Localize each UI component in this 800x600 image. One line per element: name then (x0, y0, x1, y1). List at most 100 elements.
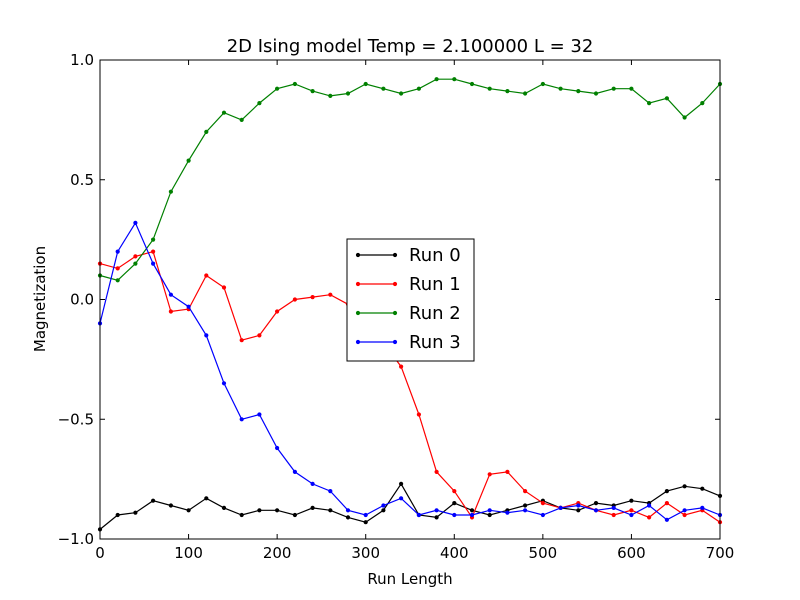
legend-item-3: Run 3 (355, 332, 461, 353)
data-point (133, 261, 138, 266)
series-line (99, 221, 721, 521)
data-point (682, 484, 687, 489)
series-line (99, 78, 721, 281)
data-point (399, 91, 404, 96)
data-point (611, 505, 616, 510)
data-point (133, 220, 138, 225)
data-point (487, 86, 492, 91)
data-point (540, 501, 546, 506)
legend-swatch-marker (392, 310, 398, 316)
data-point (292, 297, 297, 302)
data-point (629, 508, 634, 513)
data-point (416, 86, 421, 91)
data-point (239, 338, 244, 343)
data-point (328, 489, 333, 494)
legend-swatch-marker (392, 281, 398, 287)
data-point (629, 86, 634, 91)
data-point (115, 266, 120, 271)
data-point (221, 381, 227, 386)
data-point (452, 489, 457, 494)
data-point (292, 512, 297, 518)
data-point (239, 117, 244, 122)
data-point (647, 515, 652, 520)
data-point (647, 503, 652, 508)
data-point (257, 508, 262, 513)
data-point (257, 333, 262, 338)
series-line (99, 250, 721, 523)
data-point (186, 158, 191, 163)
data-point (239, 512, 244, 518)
data-point (416, 512, 421, 518)
data-point (469, 512, 475, 518)
data-point (416, 412, 421, 417)
data-point (151, 498, 156, 503)
data-point (523, 503, 528, 508)
data-point (611, 86, 616, 91)
data-point (292, 469, 297, 474)
data-point (310, 295, 315, 300)
data-point (204, 129, 209, 134)
data-point (434, 77, 439, 82)
data-point (221, 110, 227, 115)
data-point (452, 512, 457, 518)
data-point (345, 91, 351, 96)
data-point (700, 486, 705, 491)
data-point (345, 515, 351, 520)
legend: Run 0 Run 1 Run 2 Run 3 (346, 238, 475, 362)
data-point (151, 237, 156, 242)
data-point (452, 77, 457, 82)
data-point (576, 89, 581, 94)
x-tick-label: 700 (706, 544, 735, 562)
data-point (469, 81, 475, 87)
data-point (328, 508, 333, 513)
data-point (399, 481, 404, 486)
data-point (558, 505, 563, 510)
data-point (611, 512, 616, 518)
data-point (682, 508, 687, 513)
data-point (700, 101, 705, 106)
data-point (664, 96, 670, 101)
data-point (399, 496, 404, 501)
data-point (381, 86, 386, 91)
data-point (682, 115, 687, 120)
data-point (257, 101, 262, 106)
y-tick-label: −0.5 (58, 410, 94, 428)
data-point (487, 512, 492, 518)
data-point (168, 292, 173, 297)
data-point (576, 508, 581, 513)
series-3 (97, 220, 723, 522)
y-tick-label: 0.5 (70, 171, 94, 189)
data-point (629, 498, 634, 503)
data-point (523, 91, 528, 96)
x-tick-label: 100 (174, 544, 203, 562)
data-point (505, 510, 510, 515)
data-point (275, 508, 280, 513)
data-point (363, 81, 368, 87)
data-point (593, 91, 599, 96)
data-point (275, 309, 280, 314)
data-point (204, 273, 209, 278)
data-point (310, 481, 315, 486)
legend-label: Run 2 (409, 303, 461, 324)
data-point (487, 472, 492, 477)
legend-swatch-marker (355, 252, 361, 258)
legend-swatch-marker (355, 281, 361, 287)
data-point (540, 81, 546, 87)
y-tick-label: 1.0 (70, 51, 94, 69)
data-point (186, 304, 191, 309)
data-point (558, 86, 563, 91)
data-point (168, 309, 173, 314)
data-point (151, 249, 156, 254)
y-axis-label: Magnetization (31, 246, 49, 352)
data-point (133, 254, 138, 259)
data-point (221, 285, 227, 290)
chart-title: 2D Ising model Temp = 2.100000 L = 32 (227, 36, 594, 57)
plot-frame (99, 59, 721, 540)
data-point (434, 469, 439, 474)
data-point (434, 508, 439, 513)
data-point (328, 93, 333, 98)
data-point (593, 501, 599, 506)
data-point (168, 189, 173, 194)
legend-swatch-marker (392, 252, 398, 258)
